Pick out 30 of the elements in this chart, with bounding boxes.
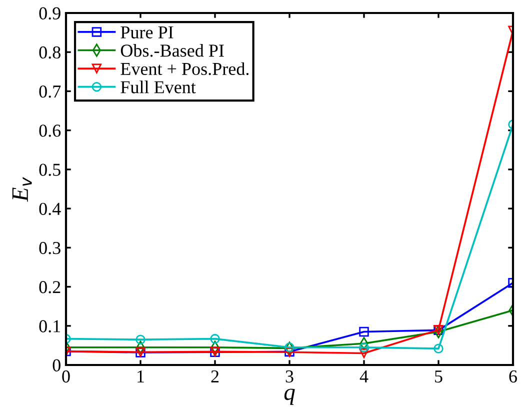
point — [359, 348, 369, 358]
x-tick-label: 3 — [286, 370, 294, 383]
y-tick-label: 0.4 — [39, 202, 61, 216]
legend-label: Event + Pos.Pred. — [120, 62, 249, 76]
y-tick-label: 0.9 — [39, 7, 60, 20]
x-tick-label: 1 — [138, 370, 144, 382]
x-tick-label: 2 — [211, 370, 219, 382]
point — [284, 342, 294, 352]
point — [359, 326, 369, 337]
y-tick-label: 0.2 — [39, 281, 60, 294]
x-tick-label: 5 — [435, 370, 442, 383]
y-tick-label: 0.5 — [39, 164, 60, 176]
y-tick-label: 0.1 — [39, 320, 60, 332]
legend-label: Pure PI — [120, 26, 174, 38]
legend-label: Full Event — [120, 80, 196, 94]
x-tick-label: 4 — [360, 370, 368, 382]
legend-label: Obs.-Based PI — [120, 44, 224, 57]
y-tick-label: 0.8 — [39, 46, 60, 59]
point — [434, 344, 444, 354]
point — [136, 334, 146, 344]
x-axis-title: q — [284, 388, 295, 405]
x-tick-label: 6 — [509, 370, 517, 383]
y-tick-label: 0 — [52, 359, 60, 372]
y-axis-title: E$_{v}$ — [12, 177, 32, 202]
y-tick-label: 0.7 — [39, 85, 61, 98]
x-tick-label: 0 — [62, 370, 70, 383]
y-tick-label: 0.6 — [39, 124, 61, 137]
point — [210, 334, 220, 344]
point — [359, 342, 369, 352]
y-tick-label: 0.3 — [39, 242, 60, 254]
